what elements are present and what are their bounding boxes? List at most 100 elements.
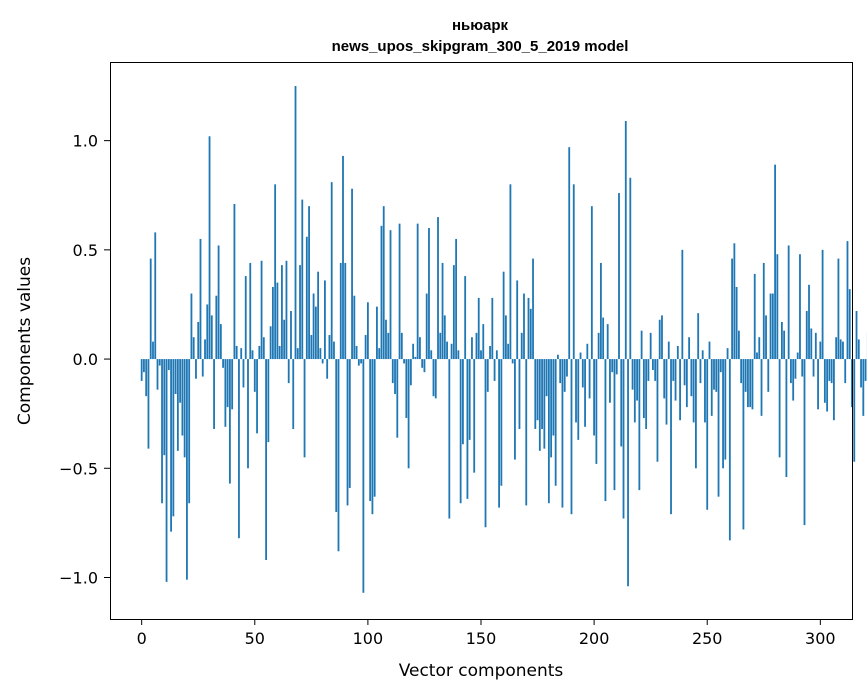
bar — [604, 359, 607, 502]
bar — [728, 359, 731, 541]
bar — [312, 293, 315, 360]
bar — [181, 359, 184, 436]
bar — [566, 359, 568, 377]
bar — [201, 359, 204, 377]
bar — [685, 359, 688, 408]
bar — [439, 332, 442, 360]
bar — [796, 352, 799, 360]
bar — [518, 359, 521, 429]
bar — [862, 359, 865, 416]
bar — [222, 359, 225, 368]
bar — [219, 324, 222, 360]
bar — [547, 359, 550, 504]
bar — [437, 217, 439, 360]
bar — [618, 193, 620, 360]
bar — [247, 359, 249, 469]
bar — [817, 359, 819, 410]
bar — [504, 315, 507, 360]
bar — [287, 359, 290, 384]
bar — [717, 359, 720, 497]
bar — [448, 359, 451, 519]
bar — [462, 359, 464, 445]
bar — [848, 289, 851, 360]
bar — [620, 359, 623, 447]
bar — [794, 359, 797, 379]
bar — [484, 359, 487, 528]
bar — [523, 293, 525, 360]
bar — [760, 359, 763, 416]
bar — [258, 345, 261, 360]
bar — [857, 339, 860, 360]
bar — [710, 359, 713, 416]
bar — [495, 350, 498, 360]
bar — [577, 359, 580, 440]
bar — [602, 317, 605, 360]
bar — [450, 343, 453, 360]
bar — [299, 265, 301, 360]
bar — [570, 359, 573, 515]
bar — [197, 321, 200, 360]
bar — [256, 359, 258, 434]
bar — [231, 359, 234, 410]
bar — [751, 359, 754, 410]
bar — [749, 359, 752, 408]
bar — [416, 223, 419, 360]
bar — [480, 350, 482, 360]
bar — [174, 359, 177, 395]
bar — [500, 359, 503, 486]
bar — [780, 321, 783, 360]
bar — [842, 341, 844, 360]
bar — [839, 339, 842, 360]
bar — [382, 206, 385, 360]
bar — [265, 359, 267, 561]
bar — [599, 262, 602, 360]
bar — [830, 359, 833, 384]
x-tick-label: 200 — [579, 629, 610, 648]
bar — [534, 359, 537, 429]
x-tick-label: 50 — [245, 629, 265, 648]
bar — [853, 359, 856, 462]
bar — [482, 324, 485, 360]
bar — [744, 359, 747, 392]
bar — [285, 260, 288, 360]
bar — [778, 359, 781, 458]
bar — [697, 313, 700, 360]
bar — [670, 359, 672, 515]
bar — [706, 359, 709, 510]
bar — [579, 352, 582, 360]
bar — [771, 293, 774, 360]
bar — [362, 359, 365, 593]
bar — [846, 241, 849, 360]
bar — [554, 359, 557, 486]
x-tick-label: 250 — [692, 629, 723, 648]
bar — [790, 359, 792, 384]
bar — [765, 315, 767, 360]
bar — [787, 245, 790, 360]
bar — [823, 359, 826, 403]
bar — [443, 315, 446, 360]
bar — [407, 359, 410, 469]
bar — [552, 359, 555, 436]
bar — [699, 359, 702, 384]
bar — [371, 359, 374, 515]
bar — [143, 359, 145, 373]
bar — [324, 280, 326, 360]
bar — [674, 359, 677, 401]
bar — [575, 359, 577, 423]
bar — [855, 311, 858, 360]
bar — [590, 206, 593, 360]
bar — [156, 359, 159, 390]
bar — [283, 319, 286, 360]
bar — [758, 337, 761, 360]
bar — [722, 359, 724, 469]
bar — [613, 359, 616, 491]
bar — [803, 359, 806, 526]
bar — [679, 359, 681, 421]
bar — [588, 359, 591, 399]
bar — [708, 341, 711, 360]
bar — [176, 359, 179, 451]
bar — [491, 297, 494, 360]
bar — [695, 359, 697, 469]
bar — [532, 258, 534, 360]
